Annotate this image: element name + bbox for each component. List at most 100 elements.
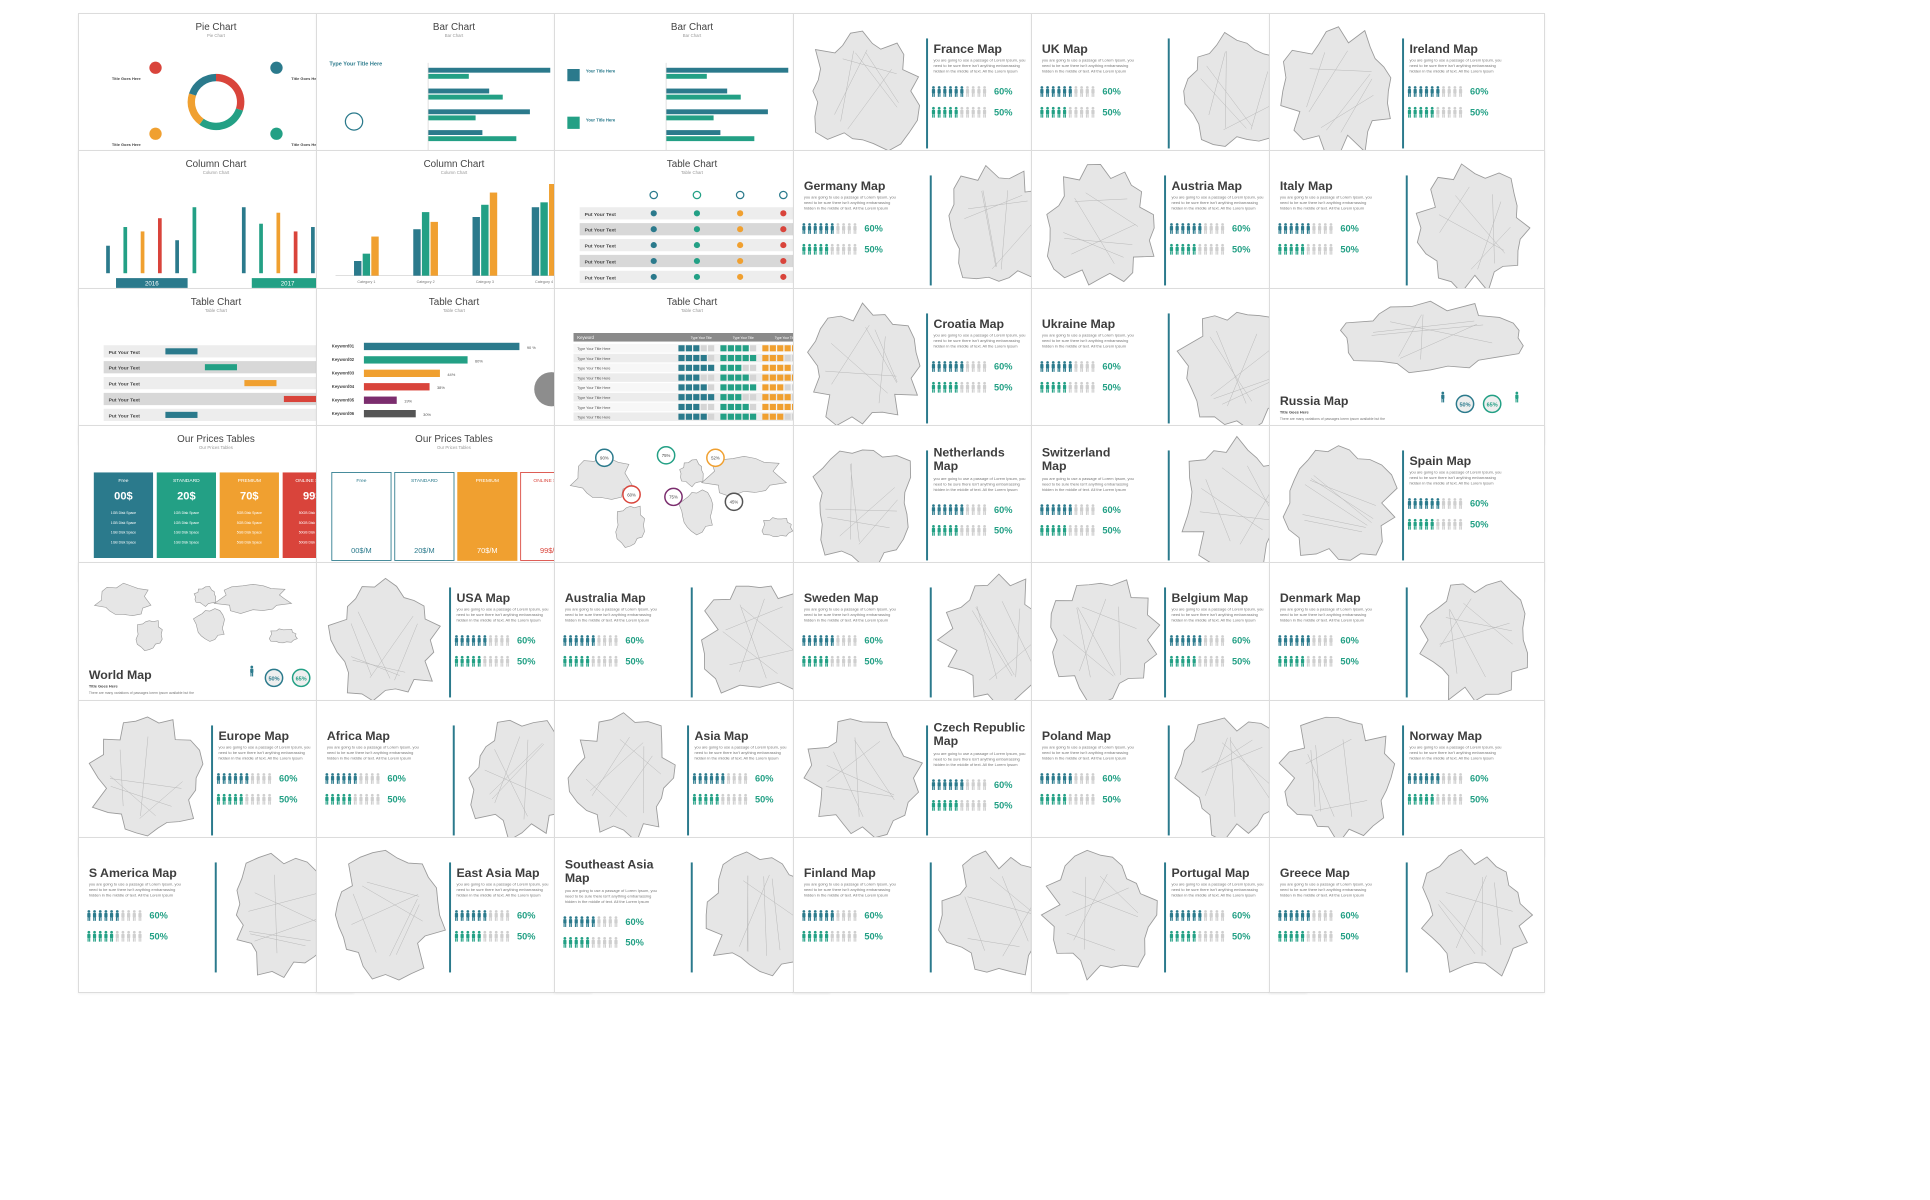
- person-icon: [608, 937, 612, 948]
- column: [549, 184, 557, 276]
- person-icon: [948, 86, 953, 97]
- slide-switzerland-map[interactable]: Switzerland Map you are going to use a pas…: [1031, 425, 1307, 581]
- slide-belgium-map[interactable]: Belgium Map you are going to use a passag…: [1031, 562, 1307, 718]
- header-icon: [779, 190, 788, 200]
- slide-portugal-map[interactable]: Portugal Map you are going to use a passa…: [1031, 837, 1307, 993]
- plan-name: ONLINE SHOP: [533, 478, 567, 484]
- slide-europe-map[interactable]: Europe Map you are going to use a passage…: [78, 700, 354, 856]
- slide-uk-map[interactable]: UK Map you are going to use a passage of …: [1031, 13, 1307, 169]
- person-icon: [574, 655, 578, 667]
- person-icon: [1209, 223, 1213, 234]
- slide-pie-chart[interactable]: Pie Chart Pie Chart Title Goes Here Title G…: [78, 13, 354, 169]
- slide-ukraine-map[interactable]: Ukraine Map you are going to use a passag…: [1031, 288, 1307, 444]
- slide-norway-map[interactable]: Norway Map you are going to use a passage…: [1269, 700, 1545, 856]
- continent: [213, 583, 293, 614]
- slide-germany-map[interactable]: Germany Map you are going to use a passag…: [793, 150, 1069, 306]
- status-dot: [693, 226, 701, 233]
- rating-cell: [720, 394, 727, 401]
- slide-usa-map[interactable]: USA Map you are going to use a passage of…: [316, 562, 592, 718]
- slide-table-chart-1[interactable]: Table Chart Table Chart Put Your Text Put Y…: [554, 150, 830, 306]
- person-icon: [819, 910, 823, 921]
- rating-cell: [708, 384, 715, 391]
- slide-australia-map[interactable]: Australia Map you are going to use a pass…: [554, 562, 830, 718]
- slide-bar-chart-1[interactable]: Bar Chart Bar Chart Type Your Title Here: [316, 13, 592, 169]
- slide-ireland-map[interactable]: Ireland Map you are going to use a passag…: [1269, 13, 1545, 169]
- plan-name: STANDARD: [173, 478, 200, 484]
- slide-table-chart-3[interactable]: Table Chart Table Chart Keyword01 90 % Keywo…: [316, 288, 592, 444]
- slide-greece-map[interactable]: Greece Map you are going to use a passage…: [1269, 837, 1545, 993]
- slide-poland-map[interactable]: Poland Map you are going to use a passage…: [1031, 700, 1307, 856]
- slide-canvas: Finland Map you are going to use a passag…: [802, 850, 1056, 976]
- slide-croatia-map[interactable]: Croatia Map you are going to use a passag…: [793, 288, 1069, 444]
- row-label: Type Your Title Here: [577, 347, 610, 351]
- slide-bar-chart-2[interactable]: Bar Chart Bar Chart Your Title Here Your Ti…: [554, 13, 830, 169]
- slide-table-chart-2[interactable]: Table Chart Table Chart Put Your Text Put Y…: [78, 288, 354, 444]
- person-icon: [603, 916, 607, 927]
- slide-subtitle: Bar Chart: [445, 33, 464, 38]
- slide-asia-map[interactable]: Asia Map you are going to use a passage o…: [554, 700, 830, 856]
- person-icon: [1198, 655, 1202, 667]
- person-icon: [1424, 106, 1429, 118]
- map-description: need to be sure there isn't anything emb…: [89, 887, 175, 892]
- status-dot: [737, 242, 744, 249]
- person-icon: [1051, 525, 1055, 536]
- map-description: need to be sure there isn't anything emb…: [804, 612, 890, 617]
- progress-ring: [1455, 394, 1475, 414]
- slide-title: Column Chart: [424, 159, 485, 170]
- slide-denmark-map[interactable]: Denmark Map you are going to use a passag…: [1269, 562, 1545, 718]
- bar: [666, 130, 721, 135]
- people-row-2: 50%: [563, 937, 644, 948]
- plan-feature: 50GB Disk Space: [299, 521, 326, 525]
- slide-africa-map[interactable]: Africa Map you are going to use a passage…: [316, 700, 592, 856]
- slide-sweden-map[interactable]: Sweden Map you are going to use a passage…: [793, 562, 1069, 718]
- person-icon: [1175, 223, 1179, 234]
- person-icon: [1278, 910, 1282, 921]
- slide-spain-map[interactable]: Spain Map you are going to use a passage …: [1269, 425, 1545, 581]
- map-title: Ireland Map: [1409, 42, 1477, 56]
- map-outline: [1176, 311, 1297, 431]
- slide-austria-map[interactable]: Austria Map you are going to use a passag…: [1031, 150, 1307, 306]
- person-icon: [115, 930, 119, 942]
- slide-east-asia-map[interactable]: East Asia Map you are going to use a pass…: [316, 837, 592, 993]
- slide-southeast-asia-map[interactable]: Southeast Asia Map you are going to use a …: [554, 837, 830, 993]
- slide-russia-map[interactable]: Russia Map Title Goes Here There are many …: [1269, 288, 1545, 444]
- person-icon: [738, 793, 742, 805]
- rating-cell: [784, 345, 791, 352]
- slide-finland-map[interactable]: Finland Map you are going to use a passag…: [793, 837, 1069, 993]
- price-card: [331, 472, 392, 561]
- slide-world-pins[interactable]: 90%75%52%60%75%45%Keyword01Keyword02Keyw…: [554, 425, 830, 581]
- person-icon: [1424, 518, 1429, 530]
- person-icon: [370, 773, 374, 784]
- person-icon: [1186, 930, 1191, 942]
- person-icon: [87, 930, 91, 942]
- person-icon: [471, 655, 476, 667]
- slide-italy-map[interactable]: Italy Map you are going to use a passage …: [1269, 150, 1545, 306]
- pin-marker: [664, 487, 683, 507]
- column: [371, 236, 379, 276]
- person-icon: [1051, 773, 1055, 784]
- slide-column-chart-1[interactable]: Column Chart Column Chart 2016 2017: [78, 150, 354, 306]
- slide-south-america-map[interactable]: S America Map you are going to use a pass…: [78, 837, 354, 993]
- plan-price: 00$: [114, 490, 133, 502]
- slide-column-chart-2[interactable]: Column Chart Column Chart Category 1 Catego…: [316, 150, 592, 306]
- slide-world-map[interactable]: World Map Title Goes Here There are many v…: [78, 562, 354, 718]
- column: [192, 207, 197, 274]
- person-icon: [466, 655, 470, 667]
- person-icon: [965, 106, 970, 118]
- slide-prices-table-1[interactable]: Our Prices Tables Our Prices Tables Free 00…: [78, 425, 354, 581]
- slide-czech-map[interactable]: Czech Republic Map you are going to use a …: [793, 700, 1069, 856]
- percent-label: 50%: [1102, 382, 1121, 392]
- slide-france-map[interactable]: France Map you are going to use a passage…: [793, 13, 1069, 169]
- slide-prices-table-2[interactable]: Our Prices Tables Our Prices Tables Free 00…: [316, 425, 592, 581]
- table-row: [579, 207, 805, 220]
- person-icon: [982, 525, 987, 536]
- plan-price: 00$/M: [351, 546, 372, 555]
- slide-netherlands-map[interactable]: Netherlands Map you are going to use a pas…: [793, 425, 1069, 581]
- person-icon: [262, 793, 266, 805]
- slide-table-chart-4[interactable]: Table Chart Table Chart Keyword Type Your T…: [554, 288, 830, 444]
- person-icon: [1220, 223, 1225, 234]
- header-label: Keyword: [577, 335, 594, 340]
- person-icon: [1181, 635, 1185, 646]
